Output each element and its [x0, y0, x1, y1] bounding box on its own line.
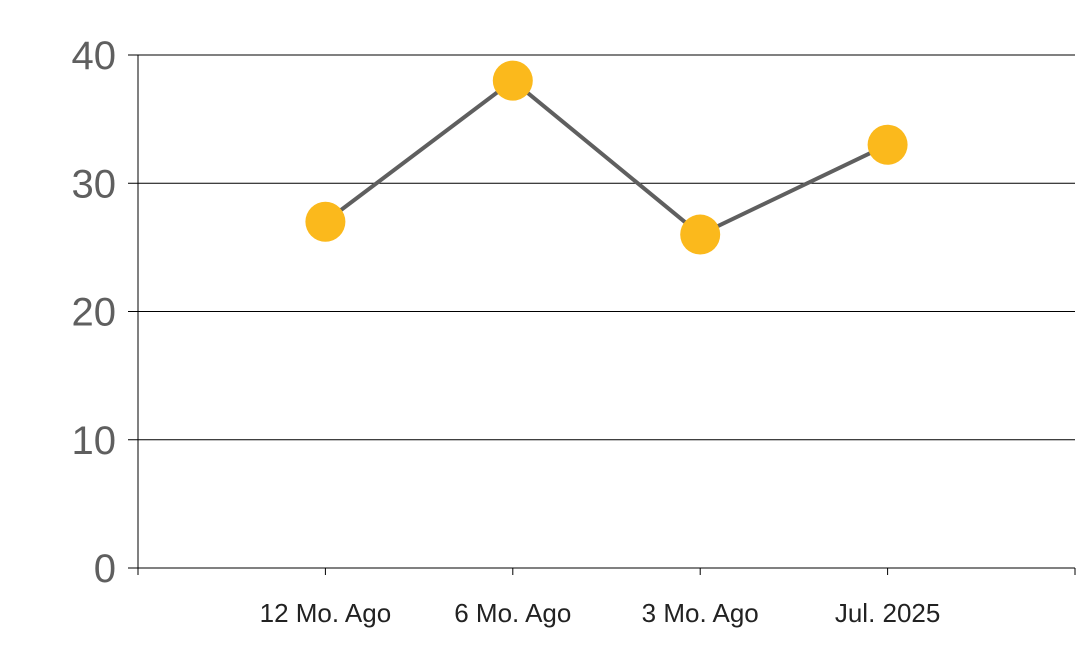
gridlines: [138, 54, 1075, 441]
x-tick-label-1: 6 Mo. Ago: [454, 598, 571, 628]
series-line-0: [323, 78, 890, 237]
series-line-group: [323, 78, 890, 237]
data-point-0-3: [867, 124, 908, 165]
y-tick-label-40: 40: [72, 34, 117, 78]
x-tick-labels: 12 Mo. Ago 6 Mo. Ago 3 Mo. Ago Jul. 2025: [260, 598, 941, 628]
y-tick-label-10: 10: [72, 419, 117, 463]
data-point-0-1: [492, 60, 533, 101]
x-tick-label-0: 12 Mo. Ago: [260, 598, 392, 628]
data-point-0-2: [680, 214, 721, 255]
series-markers: [305, 60, 908, 255]
x-tick-label-3: Jul. 2025: [835, 598, 941, 628]
axes: [128, 54, 1076, 575]
y-tick-label-0: 0: [94, 547, 116, 591]
y-tick-label-20: 20: [72, 291, 117, 335]
data-point-0-0: [305, 201, 346, 242]
x-tick-label-2: 3 Mo. Ago: [642, 598, 759, 628]
y-tick-label-30: 30: [72, 162, 117, 206]
y-tick-labels: 0 10 20 30 40: [72, 34, 117, 591]
